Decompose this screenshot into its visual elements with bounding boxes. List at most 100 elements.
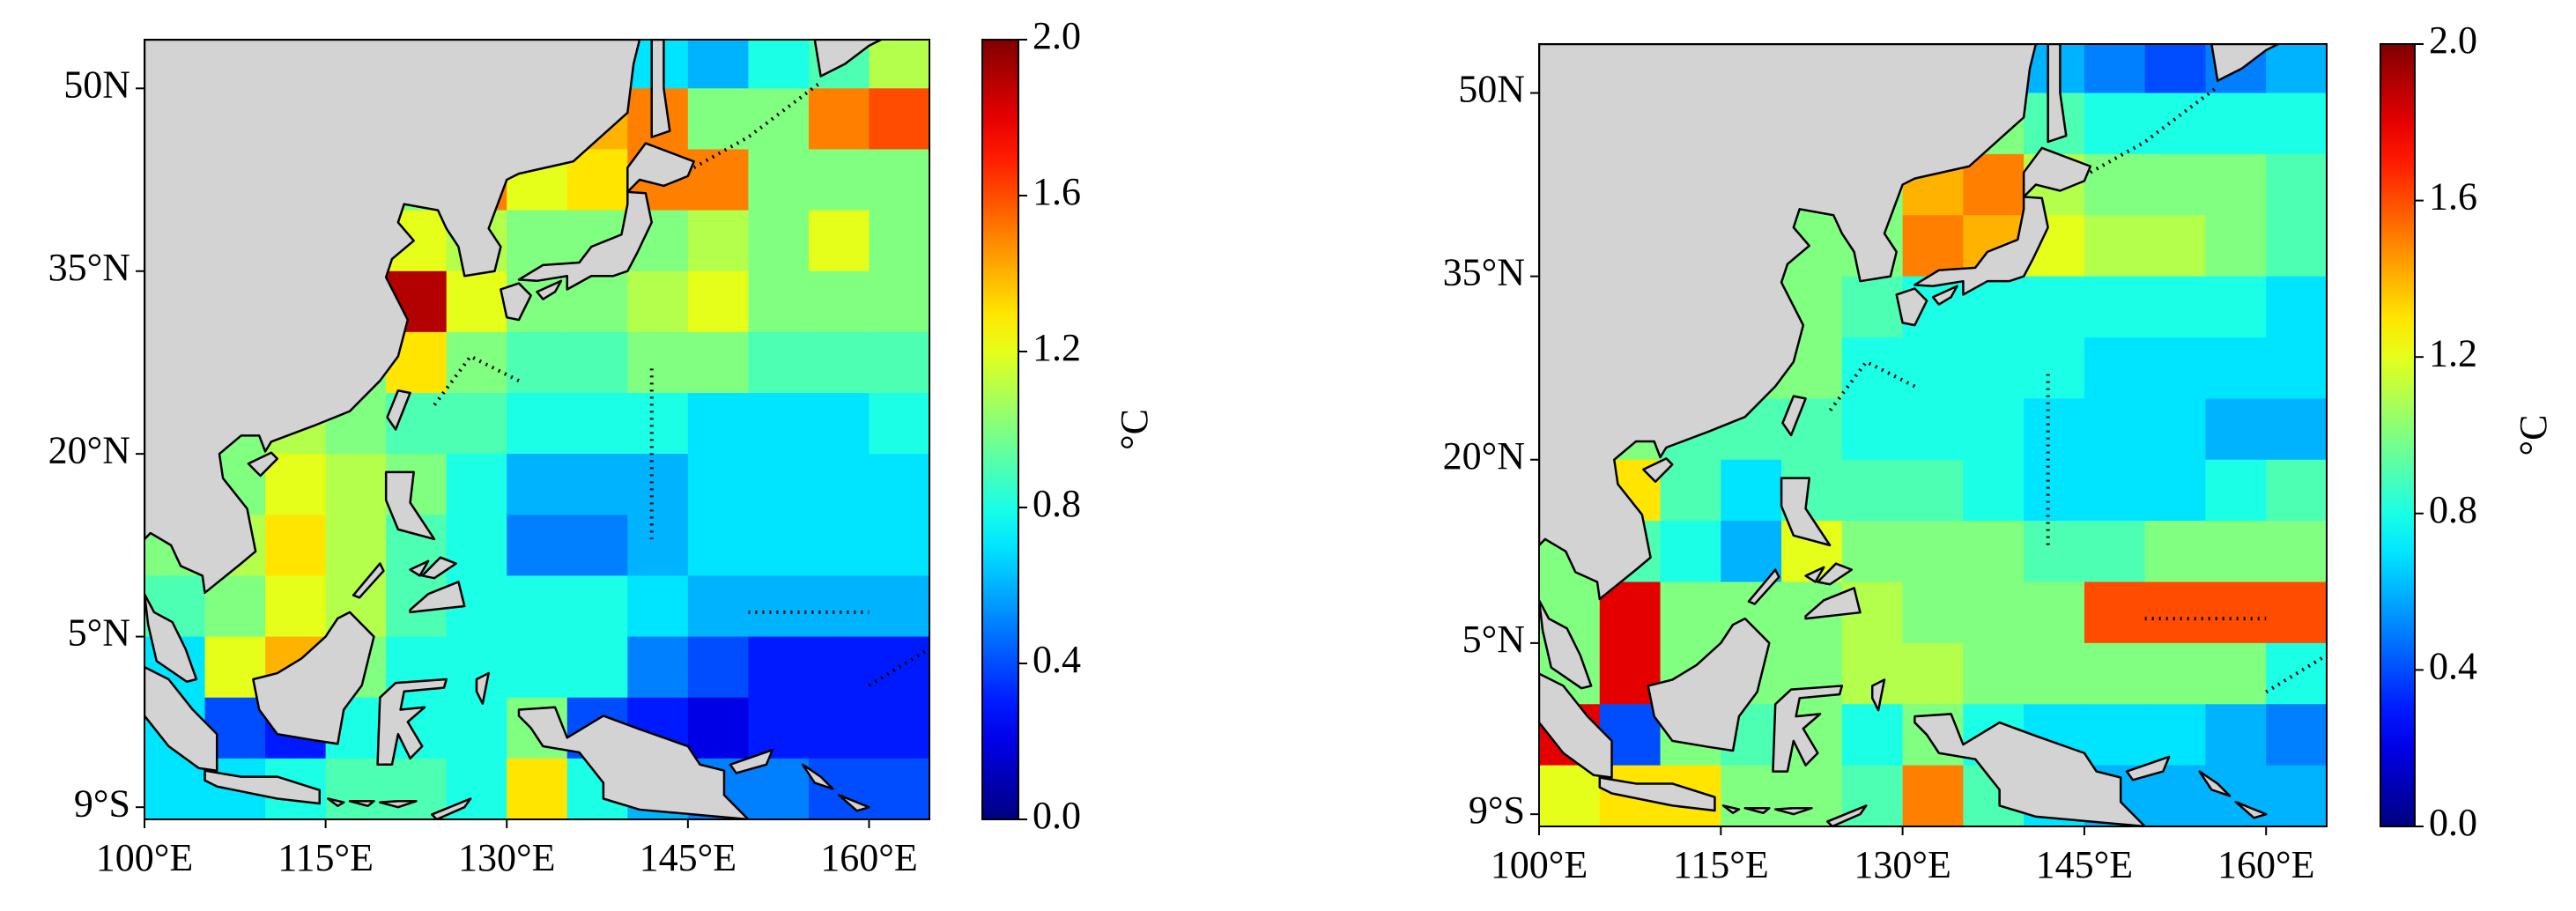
grid-cell (2266, 153, 2327, 216)
grid-cell (2144, 581, 2206, 644)
colorbar-tick-label: 1.6 (2429, 175, 2477, 218)
grid-cell (687, 210, 749, 272)
grid-cell (1963, 337, 2025, 399)
grid-cell (566, 515, 628, 576)
grid-cell (869, 515, 929, 576)
grid-cell (2205, 215, 2267, 278)
grid-cell (1963, 398, 2025, 461)
grid-cell (2084, 215, 2146, 278)
grid-cell (2205, 398, 2267, 461)
y-tick-label: 5°N (68, 611, 130, 655)
grid-cell (1963, 521, 2025, 582)
x-tick-label: 160°E (2217, 843, 2314, 886)
plot-frame (1538, 43, 2328, 827)
grid-cell (1660, 521, 1721, 582)
grid-cell (2024, 642, 2085, 705)
grid-cell (748, 575, 810, 638)
grid-cell (1781, 765, 1843, 826)
grid-cell (325, 758, 387, 819)
x-tick-label: 160°E (820, 836, 917, 879)
grid-cell (808, 88, 870, 150)
grid-cell (507, 454, 568, 515)
grid-cell (566, 149, 628, 211)
grid-cell (446, 270, 507, 333)
x-tick-label: 130°E (1854, 843, 1951, 886)
grid-cell (2144, 765, 2206, 826)
grid-cell (2084, 337, 2146, 399)
grid-cell (808, 149, 870, 211)
map (144, 40, 929, 819)
grid-cell (1841, 521, 1904, 582)
grid-cell (1963, 153, 2025, 216)
grid-cell (2144, 153, 2206, 216)
grid-cell (808, 636, 870, 699)
grid-cell (1902, 521, 1964, 582)
grid-cell (1902, 642, 1964, 705)
colorbar-label: °C (1113, 409, 1156, 450)
grid-cell (869, 331, 929, 394)
grid-cell (2024, 581, 2085, 644)
grid-cell (446, 515, 507, 576)
colorbar-tick-label: 2.0 (1033, 14, 1081, 57)
grid-cell (748, 697, 810, 759)
grid-cell (2084, 276, 2146, 338)
grid-cell (507, 636, 568, 699)
grid-cell (2024, 521, 2085, 582)
grid-cell (1902, 581, 1964, 644)
grid-cell (1721, 459, 1782, 522)
grid-cell (1721, 765, 1782, 826)
grid-cell (748, 331, 810, 394)
grid-cell (687, 270, 749, 333)
colorbar-tick-label: 0.8 (1033, 482, 1081, 525)
grid-cell (808, 454, 870, 515)
grid-cell (2266, 398, 2327, 461)
grid-cell (1902, 398, 1964, 461)
grid-cell (566, 454, 628, 515)
grid-cell (627, 331, 689, 394)
grid-cell (687, 149, 749, 211)
grid-cell (386, 758, 448, 819)
x-tick-label: 100°E (1491, 843, 1588, 886)
grid-cell (2266, 276, 2327, 338)
grid-cell (687, 331, 749, 394)
grid-cell (2024, 276, 2085, 338)
grid-cell (446, 393, 507, 455)
grid-cell (507, 210, 568, 272)
grid-cell (748, 270, 810, 333)
grid-cell (808, 697, 870, 759)
grid-cell (627, 575, 689, 638)
grid-cell (869, 575, 929, 638)
colorbar-tick-label: 0.0 (2429, 801, 2477, 844)
plot-frame (144, 39, 930, 820)
colorbar-tick-label: 0.4 (1033, 638, 1081, 681)
colorbar-tick-label: 1.6 (1033, 170, 1081, 213)
grid-cell (2144, 642, 2206, 705)
grid-cell (869, 454, 929, 515)
grid-cell (2266, 44, 2327, 93)
grid-cell (869, 210, 929, 272)
grid-cell (566, 575, 628, 638)
grid-cell (2024, 398, 2085, 461)
grid-cell (869, 88, 929, 150)
y-tick-label: 9°S (74, 781, 130, 825)
grid-cell (1841, 398, 1904, 461)
grid-cell (2144, 337, 2206, 399)
grid-cell (748, 88, 810, 150)
grid-cell (808, 210, 870, 272)
grid-cell (1963, 581, 2025, 644)
grid-cell (2144, 276, 2206, 338)
grid-cell (748, 636, 810, 699)
grid-cell (446, 697, 507, 759)
grid-cell (2024, 459, 2085, 522)
grid-cell (2084, 44, 2146, 93)
y-tick-label: 20°N (48, 428, 130, 471)
grid-cell (627, 636, 689, 699)
y-tick-label: 50N (63, 63, 130, 106)
x-tick-label: 115°E (1673, 843, 1769, 886)
y-tick-label: 35°N (1443, 251, 1525, 294)
grid-cell (808, 515, 870, 576)
x-tick-label: 100°E (96, 836, 193, 879)
x-tick-label: 145°E (640, 836, 737, 879)
grid-cell (869, 393, 929, 455)
